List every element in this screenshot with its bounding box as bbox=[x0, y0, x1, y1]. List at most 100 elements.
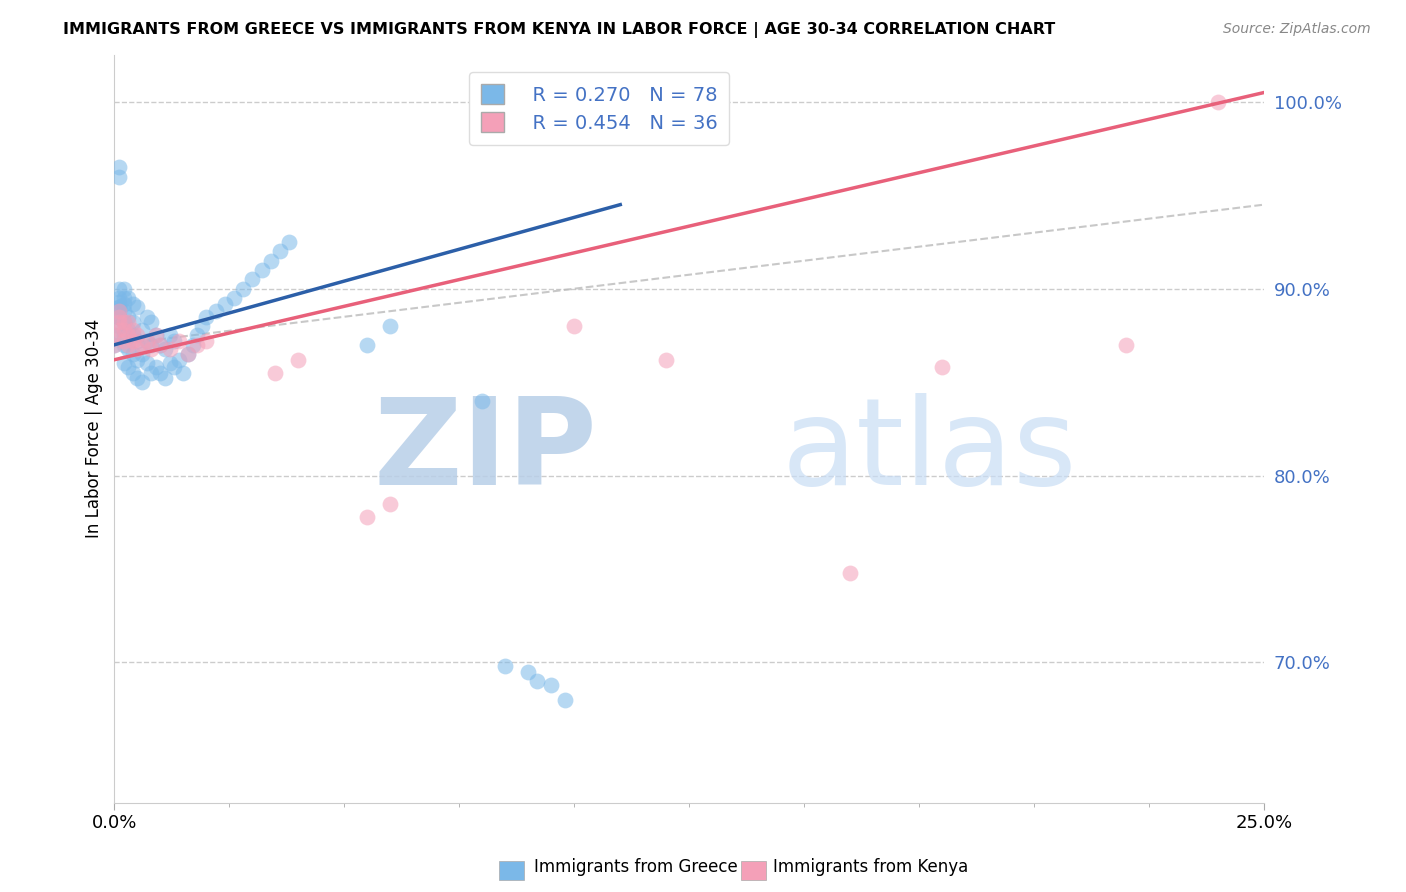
Text: atlas: atlas bbox=[782, 392, 1077, 510]
Text: Immigrants from Greece: Immigrants from Greece bbox=[534, 858, 738, 876]
Point bbox=[554, 693, 576, 707]
Point bbox=[141, 315, 163, 329]
Point bbox=[186, 328, 208, 343]
Point bbox=[112, 323, 135, 337]
Point bbox=[145, 328, 167, 343]
Point bbox=[141, 366, 163, 380]
Point bbox=[471, 393, 494, 408]
Point bbox=[141, 342, 163, 356]
Point bbox=[287, 352, 309, 367]
Point bbox=[214, 296, 236, 310]
Point bbox=[222, 291, 245, 305]
Point bbox=[149, 366, 172, 380]
Point bbox=[149, 338, 172, 352]
Point bbox=[494, 659, 516, 673]
Point bbox=[112, 304, 135, 318]
Point bbox=[131, 338, 153, 352]
Point bbox=[172, 366, 194, 380]
Point bbox=[112, 338, 135, 352]
Point bbox=[250, 263, 273, 277]
Point bbox=[181, 338, 204, 352]
Point bbox=[108, 301, 131, 315]
Point bbox=[121, 366, 143, 380]
Point bbox=[159, 328, 181, 343]
Point bbox=[131, 323, 153, 337]
Point bbox=[108, 310, 131, 324]
Point bbox=[167, 352, 190, 367]
Point bbox=[127, 371, 149, 385]
Point bbox=[117, 291, 139, 305]
Text: Immigrants from Kenya: Immigrants from Kenya bbox=[773, 858, 969, 876]
Point bbox=[356, 338, 378, 352]
Point bbox=[839, 566, 862, 580]
Point bbox=[167, 334, 190, 348]
Point bbox=[163, 360, 186, 375]
Point bbox=[240, 272, 263, 286]
Point bbox=[1115, 338, 1137, 352]
Point bbox=[191, 319, 214, 334]
Point bbox=[108, 304, 131, 318]
Point bbox=[117, 342, 139, 356]
Point bbox=[195, 334, 218, 348]
Point bbox=[121, 296, 143, 310]
Point bbox=[931, 360, 953, 375]
Point bbox=[103, 328, 125, 343]
Text: IMMIGRANTS FROM GREECE VS IMMIGRANTS FROM KENYA IN LABOR FORCE | AGE 30-34 CORRE: IMMIGRANTS FROM GREECE VS IMMIGRANTS FRO… bbox=[63, 22, 1056, 38]
Point bbox=[163, 334, 186, 348]
Point bbox=[127, 301, 149, 315]
Legend:   R = 0.270   N = 78,   R = 0.454   N = 36: R = 0.270 N = 78, R = 0.454 N = 36 bbox=[470, 72, 728, 145]
Point bbox=[103, 328, 125, 343]
Point bbox=[260, 253, 283, 268]
Point bbox=[117, 315, 139, 329]
Point bbox=[127, 334, 149, 348]
Y-axis label: In Labor Force | Age 30-34: In Labor Force | Age 30-34 bbox=[86, 319, 103, 539]
Point bbox=[127, 352, 149, 367]
Point bbox=[145, 360, 167, 375]
Point bbox=[108, 310, 131, 324]
Point bbox=[131, 347, 153, 361]
Point bbox=[103, 338, 125, 352]
Point bbox=[562, 319, 585, 334]
Point bbox=[121, 323, 143, 337]
Point bbox=[112, 291, 135, 305]
Point bbox=[117, 328, 139, 343]
Point bbox=[108, 161, 131, 175]
Point bbox=[153, 371, 176, 385]
Point bbox=[108, 291, 131, 305]
Point bbox=[135, 334, 157, 348]
Point bbox=[204, 304, 226, 318]
Point bbox=[131, 375, 153, 389]
Point bbox=[540, 678, 562, 692]
Text: Source: ZipAtlas.com: Source: ZipAtlas.com bbox=[1223, 22, 1371, 37]
Point bbox=[145, 328, 167, 343]
Point bbox=[278, 235, 301, 249]
Point bbox=[112, 334, 135, 348]
Point bbox=[380, 497, 402, 511]
Point bbox=[159, 356, 181, 370]
Point bbox=[655, 352, 678, 367]
Point bbox=[141, 338, 163, 352]
Point bbox=[121, 315, 143, 329]
Point bbox=[103, 338, 125, 352]
Point bbox=[135, 356, 157, 370]
Point bbox=[356, 509, 378, 524]
Point bbox=[121, 334, 143, 348]
Point bbox=[127, 328, 149, 343]
Point bbox=[108, 294, 131, 309]
Point bbox=[112, 315, 135, 329]
Point bbox=[195, 310, 218, 324]
Point bbox=[186, 338, 208, 352]
Point bbox=[108, 315, 131, 329]
Point bbox=[112, 328, 135, 343]
Point bbox=[121, 347, 143, 361]
Point bbox=[121, 328, 143, 343]
Point bbox=[108, 301, 131, 315]
Point bbox=[112, 315, 135, 329]
Point bbox=[117, 310, 139, 324]
Point bbox=[108, 282, 131, 296]
Point bbox=[149, 338, 172, 352]
Point bbox=[127, 342, 149, 356]
Point bbox=[177, 347, 200, 361]
Point bbox=[135, 310, 157, 324]
Point bbox=[135, 334, 157, 348]
